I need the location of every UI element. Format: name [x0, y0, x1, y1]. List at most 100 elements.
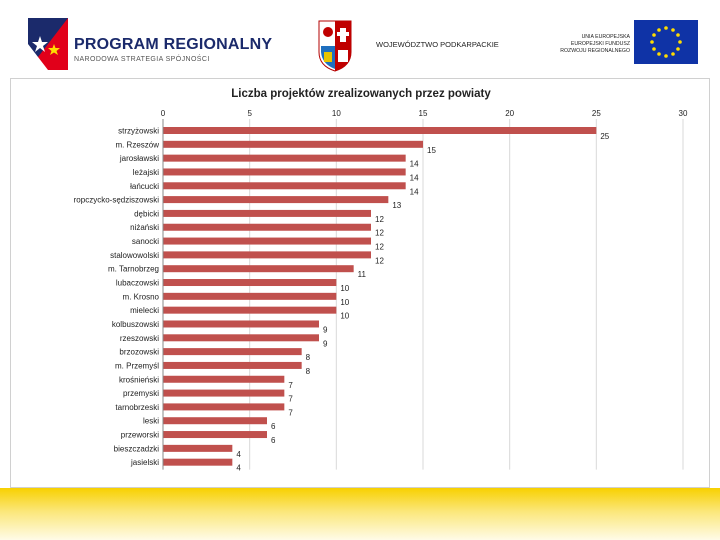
bar-chart: Liczba projektów zrealizowanych przez po…: [74, 88, 688, 473]
x-tick-label: 30: [679, 109, 688, 118]
category-label: rzeszowski: [120, 334, 159, 343]
x-tick-label: 10: [332, 109, 341, 118]
data-label: 14: [410, 160, 419, 169]
category-labels: strzyżowski m. Rzeszów jarosławski leżajski…: [74, 127, 160, 468]
bar: [163, 265, 354, 273]
bars: [163, 127, 597, 466]
category-label: jarosławski: [119, 154, 159, 163]
category-label: przemyski: [123, 389, 159, 398]
program-title: PROGRAM REGIONALNY: [74, 36, 273, 53]
data-label: 6: [271, 422, 276, 431]
category-label: jasielski: [130, 458, 159, 467]
category-label: łańcucki: [130, 182, 159, 191]
bar: [163, 403, 285, 411]
data-label: 4: [236, 450, 241, 459]
bar: [163, 223, 371, 231]
data-label: 9: [323, 339, 328, 348]
coat-of-arms-icon: [318, 20, 352, 72]
bar: [163, 251, 371, 259]
data-label: 4: [236, 464, 241, 473]
bar: [163, 168, 406, 176]
category-label: m. Rzeszów: [115, 140, 159, 149]
data-label: 8: [306, 353, 311, 362]
category-label: leski: [143, 417, 159, 426]
x-tick-label: 25: [592, 109, 601, 118]
bar: [163, 209, 371, 217]
category-label: leżajski: [133, 168, 159, 177]
x-tick-label: 15: [419, 109, 428, 118]
data-label: 12: [375, 215, 384, 224]
data-label: 6: [271, 436, 276, 445]
eu-caption: UNIA EUROPEJSKA EUROPEJSKI FUNDUSZ ROZWO…: [540, 34, 630, 55]
category-label: dębicki: [134, 209, 159, 218]
category-label: przeworski: [121, 431, 159, 440]
category-label: stalowowolski: [110, 251, 159, 260]
x-tick-label: 0: [161, 109, 166, 118]
category-label: m. Krosno: [123, 292, 160, 301]
data-label: 8: [306, 367, 311, 376]
category-label: bieszczadzki: [114, 444, 160, 453]
bar: [163, 334, 319, 342]
region-name: WOJEWÓDZTWO PODKARPACKIE: [376, 40, 499, 49]
category-label: m. Tarnobrzeg: [108, 265, 159, 274]
bar: [163, 237, 371, 245]
data-label: 10: [340, 298, 349, 307]
bar: [163, 154, 406, 162]
eu-flag-icon: [634, 20, 698, 64]
category-label: krośnieński: [119, 375, 159, 384]
data-label: 11: [358, 270, 367, 279]
bar: [163, 444, 233, 452]
data-label: 14: [410, 187, 419, 196]
bar: [163, 361, 302, 369]
bar: [163, 431, 267, 439]
program-subtitle: NARODOWA STRATEGIA SPÓJNOŚCI: [74, 56, 210, 63]
chart-title: Liczba projektów zrealizowanych przez po…: [231, 88, 491, 100]
bar: [163, 279, 337, 287]
bar: [163, 196, 389, 204]
bar: [163, 389, 285, 397]
bar: [163, 348, 302, 356]
header: PROGRAM REGIONALNY NARODOWA STRATEGIA SP…: [0, 0, 720, 82]
eu-line-3: ROZWOJU REGIONALNEGO: [560, 48, 630, 54]
bar: [163, 320, 319, 328]
category-label: strzyżowski: [118, 127, 159, 136]
data-label: 7: [288, 395, 293, 404]
bar: [163, 375, 285, 383]
data-label: 12: [375, 229, 384, 238]
bar: [163, 458, 233, 466]
bar: [163, 306, 337, 314]
bar: [163, 182, 406, 190]
bar: [163, 127, 597, 134]
data-label: 25: [600, 132, 609, 141]
data-label: 10: [340, 312, 349, 321]
footer-bar: [0, 488, 720, 540]
data-label: 14: [410, 173, 419, 182]
bar: [163, 140, 423, 148]
category-label: mielecki: [130, 306, 159, 315]
data-label: 15: [427, 146, 436, 155]
x-tick-label: 5: [247, 109, 252, 118]
data-label: 7: [288, 408, 293, 417]
bar: [163, 417, 267, 425]
data-label: 12: [375, 243, 384, 252]
category-label: ropczycko-sędziszowski: [74, 196, 160, 205]
category-label: kolbuszowski: [112, 320, 159, 329]
data-label: 13: [392, 201, 401, 210]
value-labels: 25 15 14 14 14 13 12 12 12 12 11 10 10 10 9 9 8 8 7 7 7 6 6 4 4: [236, 132, 609, 473]
category-label: lubaczowski: [116, 279, 159, 288]
x-axis-ticks: 0 5 10 15 20 25 30: [161, 109, 688, 118]
x-tick-label: 20: [505, 109, 514, 118]
data-label: 7: [288, 381, 293, 390]
data-label: 12: [375, 256, 384, 265]
category-label: m. Przemyśl: [115, 361, 159, 370]
eu-line-2: EUROPEJSKI FUNDUSZ: [570, 41, 630, 47]
category-label: niżański: [130, 223, 159, 232]
data-label: 9: [323, 325, 328, 334]
data-label: 10: [340, 284, 349, 293]
program-logo-icon: [28, 18, 68, 70]
eu-line-1: UNIA EUROPEJSKA: [581, 34, 630, 40]
chart-panel: Liczba projektów zrealizowanych przez po…: [10, 78, 710, 488]
bar: [163, 292, 337, 300]
category-label: sanocki: [132, 237, 159, 246]
category-label: tarnobrzeski: [115, 403, 159, 412]
